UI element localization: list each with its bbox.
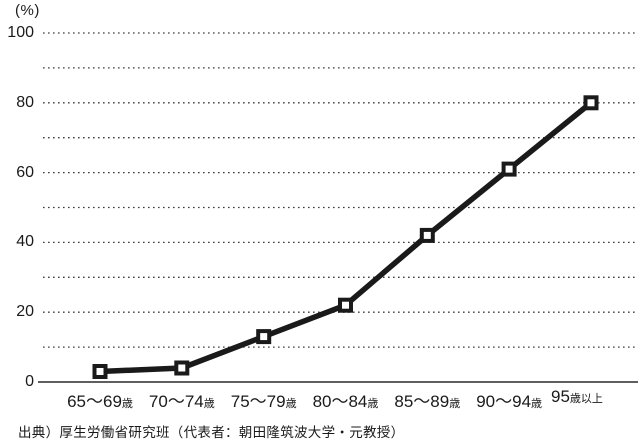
y-tick-label: 60 <box>16 163 34 181</box>
data-point-marker <box>501 161 517 177</box>
x-axis-label: 70〜74歳 <box>149 387 215 412</box>
age-unit-text: 歳 <box>203 398 215 410</box>
age-range-text: 75〜79 <box>230 392 286 411</box>
x-axis-label: 90〜94歳 <box>476 387 542 412</box>
data-line <box>97 98 595 375</box>
age-range-text: 85〜89 <box>394 392 450 411</box>
age-range-text: 95 <box>551 387 570 406</box>
source-caption: 出典）厚生労働省研究班（代表者：朝田隆筑波大学・元教授） <box>18 425 405 440</box>
data-point-marker <box>92 364 108 379</box>
y-tick-label: 100 <box>7 24 34 41</box>
x-axis-label: 75〜79歳 <box>231 387 297 412</box>
data-point-marker <box>174 360 190 376</box>
data-point-marker <box>583 95 599 111</box>
data-point-marker <box>338 297 353 313</box>
y-tick-label: 0 <box>25 373 34 390</box>
x-axis-label: 65〜69歳 <box>67 387 133 412</box>
age-unit-text: 歳 <box>285 398 297 410</box>
data-point-marker <box>256 329 272 345</box>
age-range-text: 65〜69 <box>67 392 122 411</box>
x-axis-label: 80〜84歳 <box>313 387 379 412</box>
data-point-marker <box>419 227 435 243</box>
age-unit-text: 歳 <box>367 398 379 410</box>
y-tick-label: 80 <box>16 93 34 111</box>
age-unit-text: 歳 <box>449 398 461 410</box>
y-tick-label: 40 <box>16 233 34 251</box>
x-axis-label: 95歳以上 <box>551 387 603 407</box>
y-axis-unit-label: (%) <box>15 2 40 19</box>
age-unit-text: 歳以上 <box>569 393 603 405</box>
age-range-text: 80〜84 <box>312 392 368 411</box>
age-unit-text: 歳 <box>531 398 543 410</box>
age-range-text: 70〜74 <box>148 392 204 411</box>
age-unit-text: 歳 <box>121 398 133 410</box>
x-axis-label: 85〜89歳 <box>394 387 460 412</box>
age-range-text: 90〜94 <box>476 392 532 411</box>
y-tick-label: 20 <box>16 303 34 321</box>
